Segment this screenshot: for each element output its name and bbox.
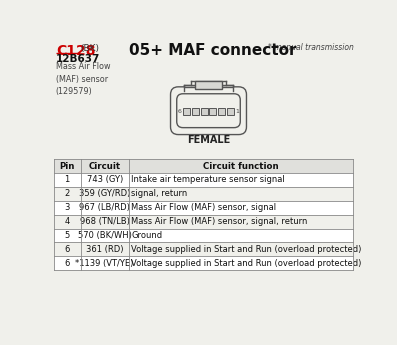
Text: Voltage supplied in Start and Run (overload protected): Voltage supplied in Start and Run (overl… (131, 245, 361, 254)
Bar (54, 159, 353, 173)
Bar (183, 108, 190, 115)
Text: Circuit function: Circuit function (203, 162, 279, 171)
Text: Circuit: Circuit (89, 162, 121, 171)
Bar (218, 108, 225, 115)
Text: Intake air temperature sensor signal: Intake air temperature sensor signal (131, 176, 285, 185)
Bar (54, 187, 353, 201)
Text: 570 (BK/WH): 570 (BK/WH) (78, 231, 131, 240)
Text: Mass Air Flow (MAF) sensor, signal: Mass Air Flow (MAF) sensor, signal (131, 203, 276, 212)
Bar (200, 108, 208, 115)
Bar (54, 215, 353, 228)
Text: 359 (GY/RD): 359 (GY/RD) (79, 189, 130, 198)
Text: Ground: Ground (131, 231, 162, 240)
Text: 6: 6 (64, 245, 70, 254)
Bar (227, 108, 234, 115)
Text: signal, return: signal, return (131, 189, 187, 198)
Text: 6: 6 (177, 109, 181, 114)
Bar (195, 81, 222, 89)
Bar (54, 173, 353, 187)
Text: 967 (LB/RD): 967 (LB/RD) (79, 203, 130, 212)
Text: *1139 (VT/YE): *1139 (VT/YE) (75, 259, 134, 268)
Text: 4: 4 (64, 217, 70, 226)
Bar (54, 201, 353, 215)
Text: C128: C128 (56, 45, 95, 59)
Text: (BK): (BK) (81, 45, 100, 53)
Bar (210, 108, 216, 115)
Text: Mass Air Flow (MAF) sensor, signal, return: Mass Air Flow (MAF) sensor, signal, retu… (131, 217, 307, 226)
FancyBboxPatch shape (171, 87, 247, 135)
Bar (184, 85, 233, 87)
Text: 968 (TN/LB): 968 (TN/LB) (80, 217, 129, 226)
Text: Pin: Pin (60, 162, 75, 171)
Text: 361 (RD): 361 (RD) (86, 245, 123, 254)
Text: 1: 1 (236, 109, 240, 114)
Bar (54, 243, 353, 256)
Text: Mass Air Flow
(MAF) sensor
(129579): Mass Air Flow (MAF) sensor (129579) (56, 62, 110, 96)
Text: 743 (GY): 743 (GY) (87, 176, 123, 185)
Bar (54, 256, 353, 270)
Bar (192, 108, 198, 115)
Text: 3: 3 (64, 203, 70, 212)
Text: 2: 2 (64, 189, 70, 198)
Bar (191, 81, 225, 86)
Text: Voltage supplied in Start and Run (overload protected): Voltage supplied in Start and Run (overl… (131, 259, 361, 268)
Text: 12B637: 12B637 (56, 55, 100, 65)
FancyBboxPatch shape (177, 94, 240, 128)
Text: 5: 5 (64, 231, 70, 240)
Text: 1: 1 (64, 176, 70, 185)
Text: * manual transmission: * manual transmission (268, 43, 354, 52)
Text: 05+ MAF connector: 05+ MAF connector (129, 43, 296, 58)
Text: FEMALE: FEMALE (187, 135, 230, 145)
Bar (54, 228, 353, 243)
Bar (184, 85, 233, 92)
Text: 6: 6 (64, 259, 70, 268)
